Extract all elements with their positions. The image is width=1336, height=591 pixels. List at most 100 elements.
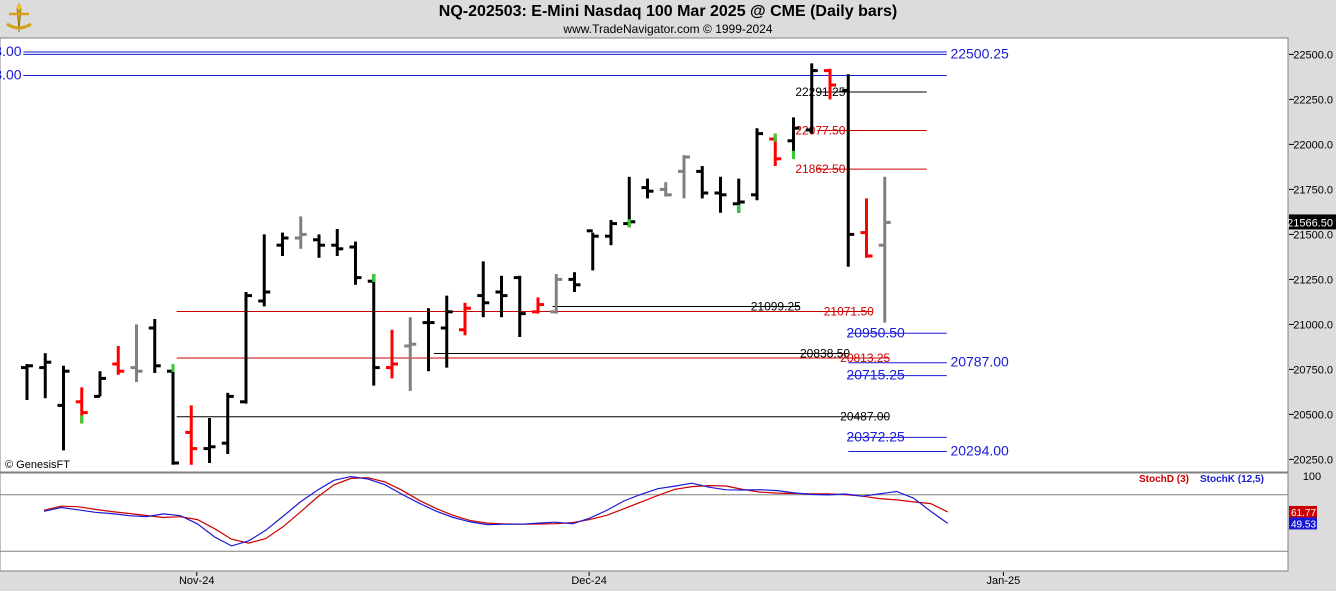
level-label-4: 22077.50: [795, 123, 845, 137]
ohlc-bar: [386, 329, 398, 379]
stoch-tick-label: 100: [1303, 471, 1321, 483]
ohlc-bar: [878, 176, 891, 323]
ohlc-bar: [623, 176, 636, 228]
ohlc-bar: [513, 275, 526, 337]
time-tick-label: Nov-24: [179, 575, 214, 587]
ohlc-bar: [276, 232, 289, 256]
last-price-label: 21566.50: [1287, 217, 1333, 229]
level-label-10: 20813.25: [840, 351, 890, 365]
ohlc-bar: [586, 229, 599, 271]
ohlc-bar: [659, 182, 672, 197]
legend-stochk: StochK (12,5): [1200, 474, 1264, 485]
level-label-15: 20294.00: [950, 442, 1009, 458]
ohlc-bar: [331, 229, 344, 256]
ohlc-bar: [787, 117, 800, 159]
price-axis: [1289, 38, 1336, 591]
watermark: © GenesisFT: [5, 459, 70, 471]
ohlc-bar: [221, 392, 234, 454]
ohlc-bar: [258, 234, 271, 307]
ohlc-bar: [842, 74, 855, 267]
ohlc-bar: [39, 353, 52, 399]
ohlc-bar: [568, 272, 581, 292]
price-tick-label: 22250.0: [1293, 94, 1333, 106]
ohlc-bar: [21, 364, 33, 400]
level-label-1: 22500.25: [950, 45, 1009, 61]
last-price-box: [1289, 214, 1336, 230]
ohlc-bar: [824, 68, 836, 100]
ohlc-bar: [422, 308, 435, 372]
ohlc-bar: [75, 387, 88, 424]
price-panel: [0, 37, 1289, 473]
ohlc-bar: [112, 346, 125, 375]
time-tick-label: Dec-24: [571, 575, 606, 587]
ohlc-bar: [532, 297, 544, 314]
price-levels: 22513.00 22500.25 22383.00 22291.25 22077.50…: [0, 43, 1009, 458]
ohlc-bar: [459, 302, 471, 336]
ohlc-bar: [732, 178, 745, 213]
ohlc-bar: [477, 261, 490, 318]
price-axis-ticks: 22500.0 22250.0 22000.0 21750.0 21500.0 21250…: [1287, 49, 1336, 466]
level-label-0: 22513.00: [0, 43, 22, 59]
ohlc-bar: [148, 319, 161, 373]
level-label-9: 20838.50: [800, 346, 850, 360]
stoch-last-box: [1289, 517, 1317, 530]
ohlc-bar: [240, 292, 252, 404]
ohlc-bar: [203, 418, 216, 463]
ohlc-bar: [349, 241, 362, 285]
stoch-series-line: [43, 475, 949, 547]
ohlc-bar: [714, 176, 727, 213]
ohlc-bar: [185, 405, 198, 465]
ohlc-bar: [751, 128, 763, 201]
trade-navigator-logo: [6, 3, 32, 33]
ohlc-bar: [696, 166, 709, 199]
price-tick-label: 20500.0: [1293, 409, 1333, 421]
time-tick-label: Jan-25: [987, 575, 1021, 587]
stoch-last-label: 61.77: [1291, 508, 1316, 519]
ohlc-bar: [550, 274, 563, 314]
legend-stochd: StochD (3): [1139, 474, 1189, 485]
price-tick-label: 22000.0: [1293, 139, 1333, 151]
ohlc-bar: [294, 216, 307, 249]
ohlc-bar: [495, 275, 508, 318]
level-label-8: 20950.50: [846, 324, 905, 340]
ohlc-bar: [94, 371, 106, 398]
chart-header: NQ-202503: E-Mini Nasdaq 100 Mar 2025 @ …: [0, 0, 1336, 38]
price-bars: [21, 63, 891, 465]
level-label-13: 20487.00: [840, 410, 890, 424]
ohlc-bar: [678, 155, 690, 199]
ohlc-bar: [167, 364, 179, 465]
ohlc-bar: [130, 324, 143, 382]
price-tick-label: 21250.0: [1293, 274, 1333, 286]
ohlc-bar: [805, 63, 818, 134]
ohlc-bar: [641, 178, 654, 199]
level-label-11: 20787.00: [950, 354, 1009, 370]
price-tick-label: 21750.0: [1293, 184, 1333, 196]
ohlc-bar: [367, 274, 380, 386]
ohlc-bar: [404, 317, 417, 391]
time-axis-ticks: Nov-24 Dec-24 Jan-25: [179, 572, 1020, 587]
price-tick-label: 21500.0: [1293, 229, 1333, 241]
ohlc-bar: [440, 295, 453, 368]
ohlc-bar: [605, 220, 617, 246]
ohlc-bar: [57, 365, 70, 451]
price-tick-label: 20250.0: [1293, 454, 1333, 466]
level-label-6: 21099.25: [751, 300, 801, 314]
price-tick-label: 22500.0: [1293, 49, 1333, 61]
ohlc-bar: [860, 198, 873, 258]
price-tick-label: 21000.0: [1293, 319, 1333, 331]
stoch-last-label: 49.53: [1291, 519, 1316, 530]
time-axis: [0, 572, 1289, 591]
level-label-14: 20372.25: [846, 428, 905, 444]
level-label-2: 22383.00: [0, 66, 22, 82]
stochastic-panel: [0, 472, 1289, 572]
price-tick-label: 20750.0: [1293, 364, 1333, 376]
level-label-5: 21862.50: [795, 162, 845, 176]
level-label-3: 22291.25: [795, 85, 845, 99]
ohlc-bar: [769, 133, 782, 166]
ohlc-bar: [313, 234, 325, 258]
chart-subtitle: www.TradeNavigator.com © 1999-2024: [563, 22, 773, 36]
stoch-last-box: [1289, 505, 1317, 518]
chart-title: NQ-202503: E-Mini Nasdaq 100 Mar 2025 @ …: [438, 3, 898, 20]
